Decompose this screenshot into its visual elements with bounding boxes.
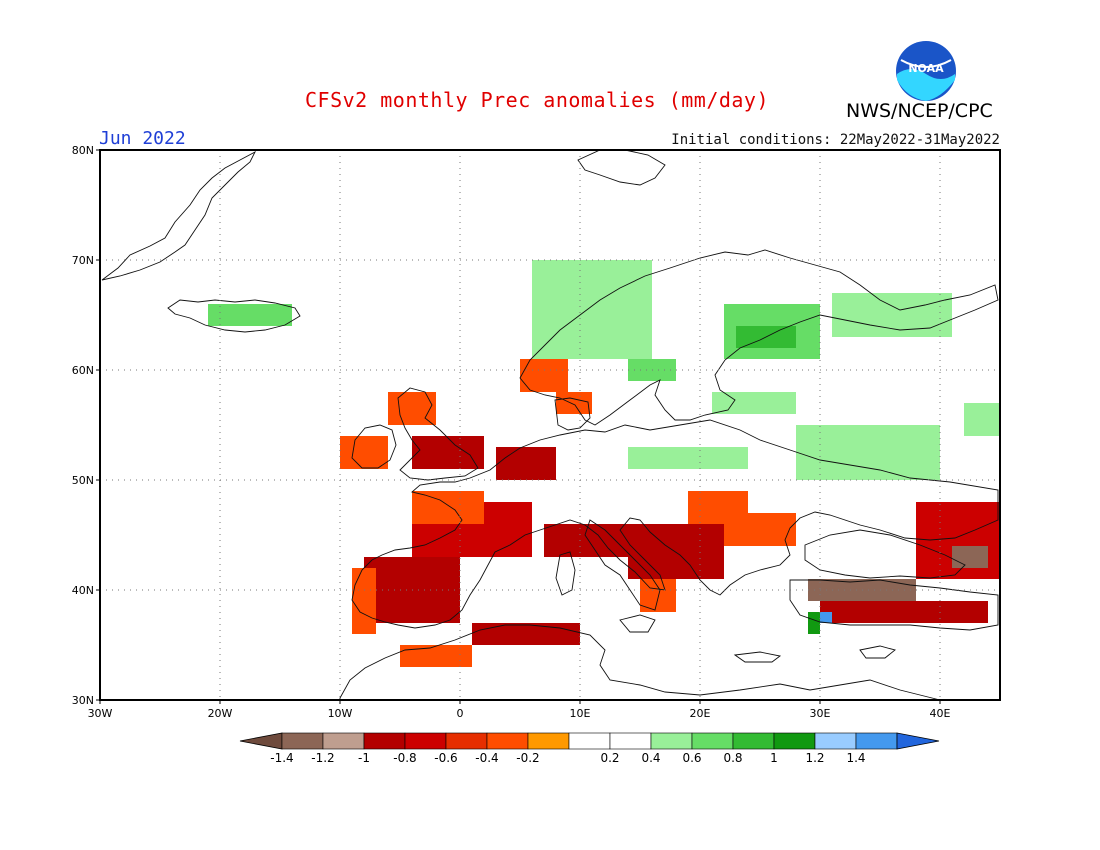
coast-britain [397, 387, 479, 481]
anomaly-cell [832, 293, 952, 337]
anomaly-cell [628, 447, 748, 469]
colorbar-label: 1 [770, 751, 778, 765]
anomaly-cell [352, 568, 376, 634]
anomaly-cell [724, 513, 796, 546]
coast-svalbard [577, 149, 666, 186]
lat-label: 70N [72, 254, 94, 267]
anomaly-cell [532, 260, 652, 359]
lon-label: 0 [457, 707, 464, 720]
coast-greenland [101, 150, 257, 281]
lat-label: 40N [72, 584, 94, 597]
lon-label: 40E [930, 707, 951, 720]
lon-label: 10W [328, 707, 353, 720]
colorbar-label: 0.2 [600, 751, 619, 765]
lat-label: 50N [72, 474, 94, 487]
noaa-logo: NOAA [896, 41, 956, 101]
colorbar-label: -0.2 [516, 751, 539, 765]
lat-label: 30N [72, 694, 94, 707]
anomaly-cell [820, 601, 988, 623]
coast-turkey [789, 579, 999, 631]
colorbar-swatch [568, 732, 611, 750]
colorbar-swatch [404, 732, 447, 750]
forecast-month: Jun 2022 [99, 128, 186, 149]
colorbar-label: -1.4 [270, 751, 293, 765]
anomaly-cell [796, 425, 940, 480]
colorbar-label: -0.8 [393, 751, 416, 765]
colorbar-label: 0.4 [641, 751, 660, 765]
anomaly-cell [412, 436, 484, 469]
anomaly-cell [808, 612, 820, 634]
coast-scandinavia [519, 249, 999, 426]
coast-blacksea [804, 529, 966, 579]
lon-label: 30E [810, 707, 831, 720]
colorbar-label: -1.2 [311, 751, 334, 765]
anomaly-cell [820, 612, 832, 623]
coast-denmark [554, 397, 591, 431]
anomaly-cell [544, 524, 628, 557]
coast-italy [584, 519, 661, 611]
anomaly-cell [952, 546, 988, 568]
anomaly-cell [400, 645, 472, 667]
coast-iceland [167, 299, 301, 333]
lat-label: 60N [72, 364, 94, 377]
colorbar: -1.4 -1.2 -1 -0.8 -0.6 -0.4 -0.2 0.2 0.4 0.6 0.8 1 1… [239, 732, 940, 765]
coast-crete [733, 651, 782, 663]
map-frame [99, 149, 1001, 701]
colorbar-swatch [527, 732, 570, 750]
noaa-logo-text: NOAA [908, 62, 944, 75]
colorbar-label: -0.6 [434, 751, 457, 765]
colorbar-swatch [609, 732, 652, 750]
anomaly-cells [208, 260, 1000, 667]
longitude-labels: 30W 20W 10W 0 10E 20E 30E 40E [88, 700, 951, 720]
colorbar-label: 1.2 [805, 751, 824, 765]
anomaly-cell [496, 447, 556, 480]
colorbar-swatch [732, 732, 775, 750]
chart-title: CFSv2 monthly Prec anomalies (mm/day) [305, 88, 770, 112]
coast-africa [339, 624, 941, 701]
colorbar-swatch [691, 732, 734, 750]
coast-europe [351, 419, 999, 629]
anomaly-cell [964, 403, 1000, 436]
colorbar-swatch [445, 732, 488, 750]
initial-conditions: Initial conditions: 22May2022-31May2022 [671, 132, 1000, 148]
colorbar-swatch [322, 732, 365, 750]
gridlines [100, 150, 1000, 700]
colorbar-right-arrow [896, 732, 940, 750]
anomaly-cell [208, 304, 292, 326]
colorbar-swatch [814, 732, 857, 750]
colorbar-label: -1 [358, 751, 370, 765]
anomaly-cell [628, 524, 724, 579]
anomaly-cell [712, 392, 796, 414]
anomaly-cell [412, 491, 484, 524]
lat-label: 80N [72, 144, 94, 157]
colorbar-label: 0.6 [682, 751, 701, 765]
coast-cyprus [859, 645, 896, 659]
colorbar-swatch [650, 732, 693, 750]
colorbar-label: 1.4 [846, 751, 865, 765]
colorbar-swatch [486, 732, 529, 750]
agency-label: NWS/NCEP/CPC [846, 100, 993, 122]
anomaly-cell [556, 392, 592, 414]
coast-ireland [351, 424, 397, 469]
anomaly-cell [640, 579, 676, 612]
lon-label: 10E [570, 707, 591, 720]
colorbar-label: 0.8 [723, 751, 742, 765]
colorbar-swatch [281, 732, 324, 750]
colorbar-swatch [855, 732, 898, 750]
coast-sardinia [555, 551, 576, 596]
anomaly-cell [388, 392, 436, 425]
anomaly-cell [340, 436, 388, 469]
lon-label: 20W [208, 707, 233, 720]
anomaly-cell [472, 623, 580, 645]
colorbar-swatch [363, 732, 406, 750]
lon-label: 20E [690, 707, 711, 720]
colorbar-label: -0.4 [475, 751, 498, 765]
latitude-labels: 80N 70N 60N 50N 40N 30N [72, 144, 100, 707]
coastlines [101, 149, 999, 701]
colorbar-left-arrow [239, 732, 283, 750]
colorbar-swatch [773, 732, 816, 750]
coast-sicily [619, 614, 656, 633]
lon-label: 30W [88, 707, 113, 720]
